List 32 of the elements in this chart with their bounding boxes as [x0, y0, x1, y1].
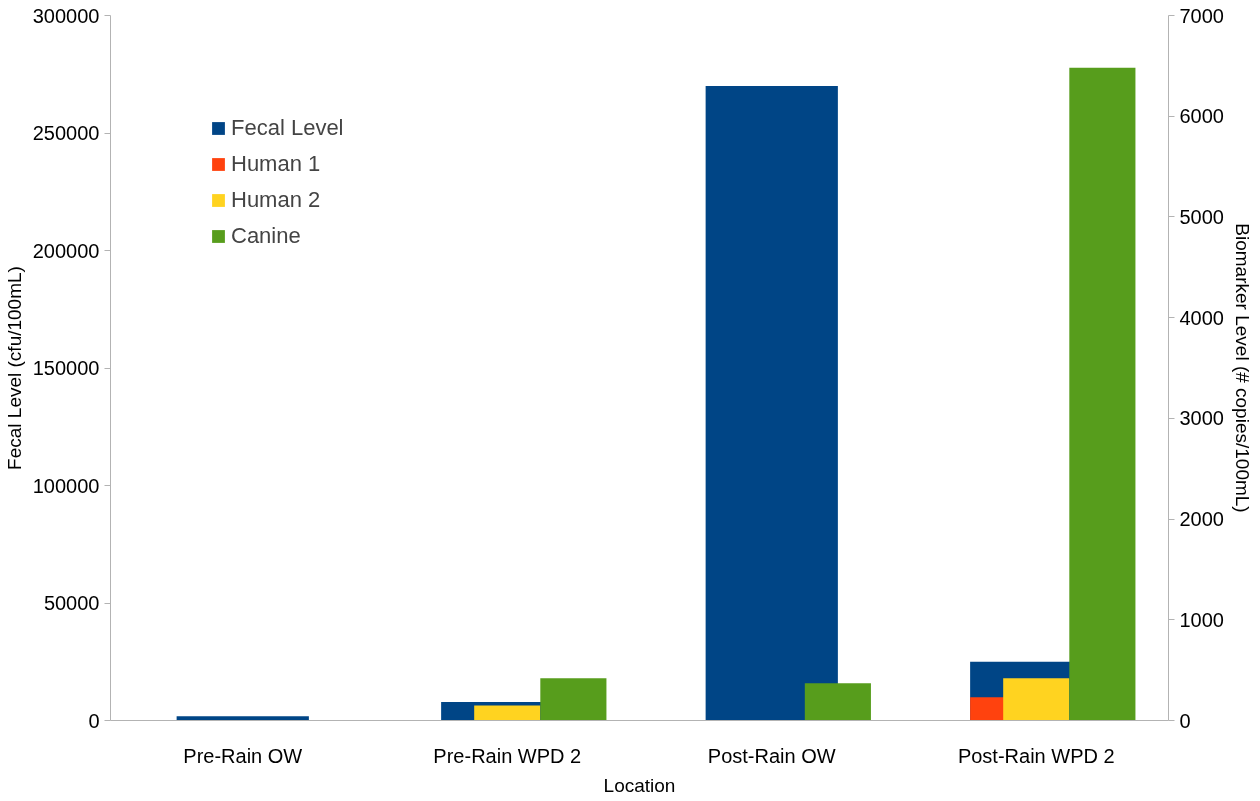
bar [176, 716, 309, 721]
x-tick-label: Pre-Rain WPD 2 [433, 744, 582, 767]
y2-tick-label: 6000 [1179, 105, 1224, 128]
bar [1069, 67, 1136, 721]
bar [540, 678, 607, 721]
y2-tick-label: 3000 [1179, 407, 1224, 430]
y2-tick-label: 4000 [1179, 306, 1224, 329]
legend-label: Human 1 [231, 151, 321, 177]
x-tick-label: Post-Rain OW [707, 744, 836, 767]
legend-label: Canine [231, 223, 301, 249]
y2-tick-label: 7000 [1179, 4, 1224, 27]
y-tick-label: 250000 [32, 122, 100, 144]
y2-axis-title: Biomarker Level (# copies/100mL) [1231, 223, 1253, 513]
y-axis-title: Fecal Level (cfu/100mL) [3, 266, 25, 470]
legend-label: Fecal Level [231, 115, 344, 141]
y-tick-label: 50000 [43, 592, 100, 614]
x-tick-label: Post-Rain WPD 2 [957, 744, 1115, 767]
y2-tick-label: 2000 [1179, 508, 1224, 531]
x-axis-title: Location [603, 774, 676, 796]
bar [804, 683, 871, 721]
legend-label: Human 2 [231, 187, 321, 213]
bar [705, 86, 838, 721]
y-tick-label: 200000 [32, 239, 100, 262]
bar [1003, 678, 1070, 721]
y2-tick-label: 0 [1179, 709, 1191, 732]
y2-tick-label: 5000 [1179, 205, 1224, 228]
y2-tick-label: 1000 [1179, 608, 1224, 631]
y-tick-label: 300000 [32, 4, 100, 27]
y-tick-label: 0 [88, 709, 100, 732]
y-tick-label: 100000 [32, 474, 100, 497]
y-tick-label: 150000 [32, 357, 100, 379]
x-tick-label: Pre-Rain OW [183, 744, 303, 767]
